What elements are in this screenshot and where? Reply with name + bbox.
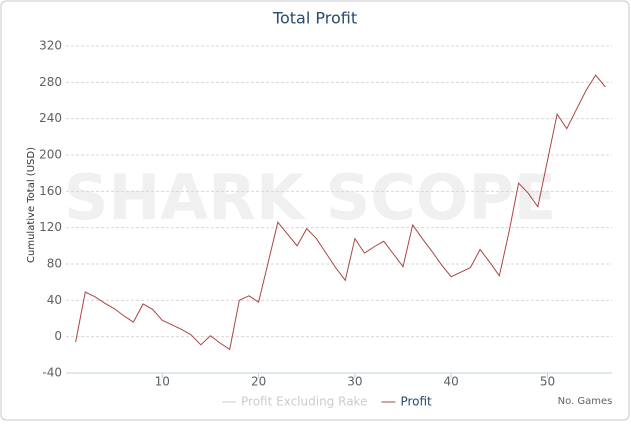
y-tick-label: 240	[39, 111, 62, 125]
x-tick-label: 40	[444, 375, 459, 389]
y-tick-label: -40	[42, 366, 62, 380]
y-tick-label: 120	[39, 220, 62, 234]
y-tick-label: 280	[39, 75, 62, 89]
legend-label[interactable]: Profit	[400, 395, 432, 409]
x-tick-label: 30	[347, 375, 362, 389]
profit-line	[75, 74, 606, 351]
y-tick-label: 160	[39, 184, 62, 198]
x-axis-label: No. Games	[558, 396, 613, 407]
legend-label[interactable]: Profit Excluding Rake	[241, 395, 367, 409]
y-tick-label: 80	[47, 257, 62, 271]
y-axis-label: Cumulative Total (USD)	[26, 147, 37, 263]
x-tick-label: 20	[251, 375, 266, 389]
x-tick-label: 50	[540, 375, 555, 389]
y-tick-label: 320	[39, 39, 62, 53]
y-tick-label: 200	[39, 148, 62, 162]
x-tick-label: 10	[155, 375, 170, 389]
chart-title: Total Profit	[272, 9, 357, 28]
watermark: SHARK SCOPE	[64, 161, 557, 234]
y-tick-label: 40	[47, 293, 62, 307]
y-tick-label: 0	[54, 329, 62, 343]
